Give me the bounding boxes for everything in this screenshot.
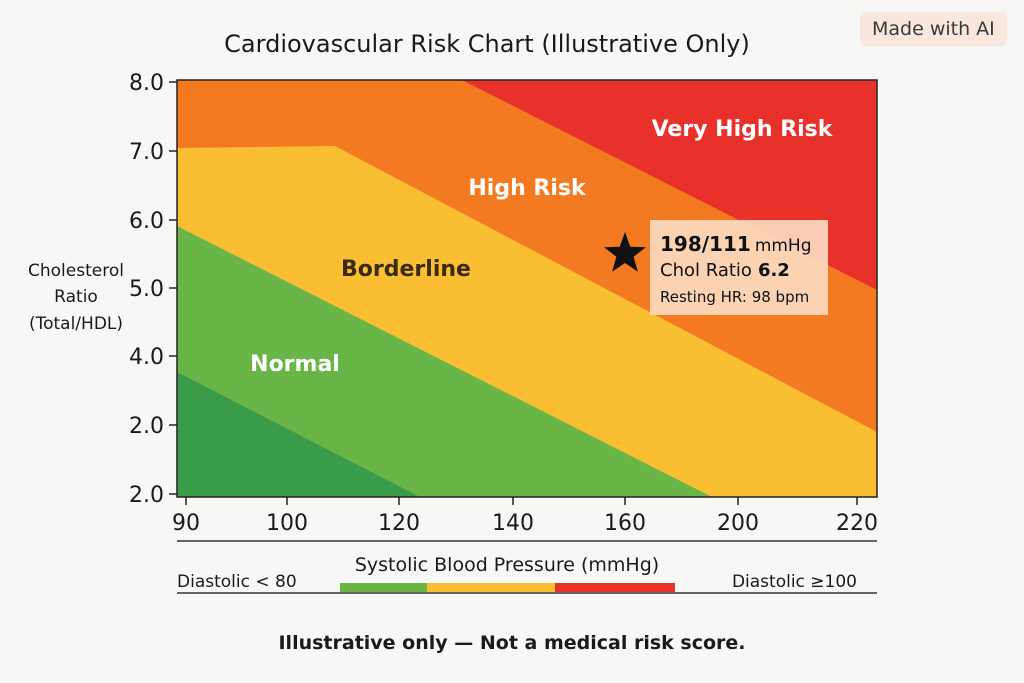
y-axis-label: Cholesterol Ratio (Total/HDL) <box>28 261 124 334</box>
annotation-chol: Chol Ratio 6.2 <box>660 260 790 281</box>
y-tick-label: 6.0 <box>129 209 164 234</box>
zone-label: Normal <box>250 352 340 377</box>
annotation-bp-value: 198/111 <box>660 232 751 256</box>
y-axis-label-line: Cholesterol <box>28 261 124 281</box>
zone-label: High Risk <box>468 176 587 201</box>
x-axis-ticks: 90 100 120 140 160 200 220 <box>172 497 878 536</box>
diastolic-right-label: Diastolic ≥100 <box>732 572 857 592</box>
annotation-chol-value: 6.2 <box>758 260 790 281</box>
chart-title: Cardiovascular Risk Chart (Illustrative … <box>224 30 750 58</box>
x-tick-label: 140 <box>492 511 534 536</box>
y-tick-label: 7.0 <box>129 140 164 165</box>
x-tick-label: 120 <box>378 511 420 536</box>
zone-label: Very High Risk <box>652 117 834 142</box>
y-axis-label-line: (Total/HDL) <box>29 314 123 334</box>
footnote: Illustrative only — Not a medical risk s… <box>278 632 746 654</box>
annotation-bp: 198/111 mmHg <box>660 232 812 256</box>
x-tick-label: 100 <box>266 511 308 536</box>
zone-labels: Very High Risk High Risk Borderline Normal <box>250 117 834 377</box>
x-axis-label: Systolic Blood Pressure (mmHg) <box>355 554 659 576</box>
made-with-ai-badge: Made with AI <box>860 12 1007 46</box>
diastolic-segment <box>427 583 555 592</box>
x-tick-label: 220 <box>836 511 878 536</box>
y-tick-label: 2.0 <box>129 414 164 439</box>
x-tick-label: 200 <box>717 511 759 536</box>
x-tick-label: 90 <box>172 511 200 536</box>
annotation-bp-unit: mmHg <box>755 236 812 256</box>
y-tick-label: 4.0 <box>129 345 164 370</box>
zone-normal <box>177 226 712 497</box>
annotation-box <box>650 220 828 315</box>
zone-optimal <box>177 372 420 497</box>
annotation-chol-label: Chol Ratio <box>660 260 752 281</box>
patient-star <box>604 232 646 272</box>
diastolic-segment <box>340 583 427 592</box>
zone-label: Borderline <box>341 257 471 282</box>
diastolic-segment <box>555 583 675 592</box>
diastolic-left-label: Diastolic < 80 <box>177 572 297 592</box>
risk-zones <box>177 80 877 497</box>
x-tick-label: 160 <box>604 511 646 536</box>
diastolic-scale: Diastolic < 80 Diastolic ≥100 <box>177 572 877 594</box>
annotation-hr: Resting HR: 98 bpm <box>660 288 809 306</box>
y-tick-label: 8.0 <box>129 71 164 96</box>
y-tick-label: 5.0 <box>129 277 164 302</box>
y-axis-label-line: Ratio <box>54 287 98 307</box>
y-tick-label: 2.0 <box>129 483 164 508</box>
y-axis-ticks: 8.0 7.0 6.0 5.0 4.0 2.0 2.0 <box>129 71 177 508</box>
